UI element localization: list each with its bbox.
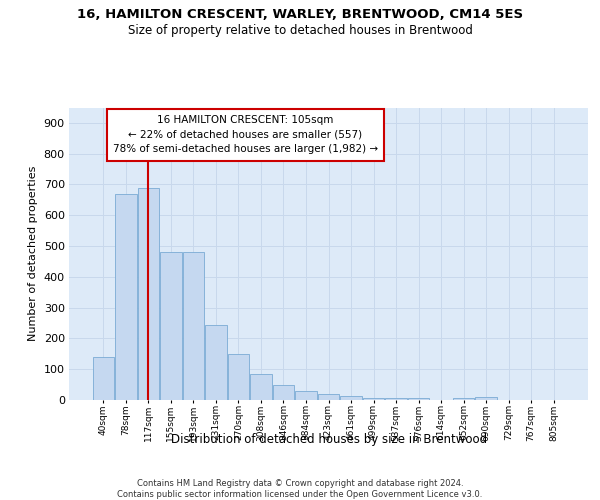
Text: Contains public sector information licensed under the Open Government Licence v3: Contains public sector information licen… xyxy=(118,490,482,499)
Bar xyxy=(317,394,340,400)
Bar xyxy=(92,357,114,400)
Bar xyxy=(205,324,227,400)
Text: 16, HAMILTON CRESCENT, WARLEY, BRENTWOOD, CM14 5ES: 16, HAMILTON CRESCENT, WARLEY, BRENTWOOD… xyxy=(77,8,523,20)
Bar xyxy=(475,397,497,400)
Text: 16 HAMILTON CRESCENT: 105sqm
← 22% of detached houses are smaller (557)
78% of s: 16 HAMILTON CRESCENT: 105sqm ← 22% of de… xyxy=(113,115,378,154)
Bar xyxy=(340,396,362,400)
Bar xyxy=(182,252,204,400)
Bar xyxy=(385,398,407,400)
Bar xyxy=(160,252,182,400)
Bar xyxy=(295,392,317,400)
Text: Contains HM Land Registry data © Crown copyright and database right 2024.: Contains HM Land Registry data © Crown c… xyxy=(137,479,463,488)
Bar xyxy=(115,194,137,400)
Bar xyxy=(227,354,249,400)
Bar xyxy=(453,398,475,400)
Text: Size of property relative to detached houses in Brentwood: Size of property relative to detached ho… xyxy=(128,24,472,37)
Bar xyxy=(408,398,430,400)
Bar xyxy=(137,188,159,400)
Bar xyxy=(272,384,294,400)
Bar xyxy=(250,374,272,400)
Bar xyxy=(363,398,385,400)
Text: Distribution of detached houses by size in Brentwood: Distribution of detached houses by size … xyxy=(171,432,487,446)
Y-axis label: Number of detached properties: Number of detached properties xyxy=(28,166,38,342)
